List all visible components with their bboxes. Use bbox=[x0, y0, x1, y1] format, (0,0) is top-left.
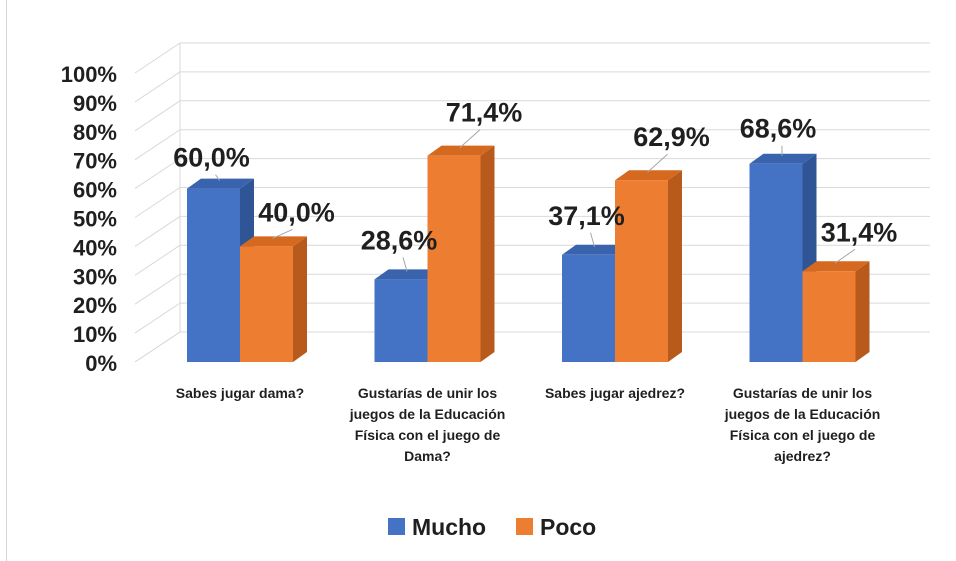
bar-side-poco bbox=[855, 261, 870, 362]
bar-top-poco bbox=[240, 236, 307, 247]
leader-line bbox=[459, 129, 481, 149]
y-tick-label: 10% bbox=[73, 322, 117, 347]
leader-line bbox=[834, 248, 856, 264]
bar-mucho bbox=[374, 279, 428, 362]
y-tick-label: 50% bbox=[73, 207, 117, 232]
bar-poco bbox=[427, 155, 481, 362]
bar-poco bbox=[615, 180, 668, 362]
leader-line bbox=[402, 257, 408, 272]
frame-left-rule bbox=[6, 0, 7, 561]
data-label: 62,9% bbox=[633, 122, 710, 152]
leader-line bbox=[272, 228, 293, 239]
bar-top-poco bbox=[427, 145, 495, 156]
legend-label-poco: Poco bbox=[540, 514, 596, 540]
x-category-label: Sabes jugar ajedrez? bbox=[545, 385, 685, 401]
bars bbox=[187, 145, 870, 362]
bar-poco bbox=[240, 246, 293, 362]
bar-top-mucho bbox=[749, 153, 817, 164]
data-label: 60,0% bbox=[173, 143, 250, 173]
bar-top-poco bbox=[802, 261, 870, 272]
data-label: 68,6% bbox=[740, 114, 817, 144]
x-axis-category-labels: Sabes jugar dama? Gustarías de unir los ju… bbox=[176, 385, 880, 464]
y-tick-label: 80% bbox=[73, 120, 117, 145]
y-tick-label: 0% bbox=[85, 351, 117, 376]
y-tick-label: 20% bbox=[73, 293, 117, 318]
bar-side-poco bbox=[480, 145, 495, 362]
y-tick-label: 90% bbox=[73, 91, 117, 116]
x-category-label: Gustarías de unir los bbox=[733, 385, 872, 401]
y-tick-label: 70% bbox=[73, 149, 117, 174]
data-label-leaders bbox=[215, 129, 856, 272]
leader-line bbox=[590, 232, 595, 247]
bar-side-poco bbox=[668, 170, 682, 362]
gridline bbox=[134, 158, 930, 190]
data-label: 71,4% bbox=[446, 98, 523, 128]
bar-mucho bbox=[562, 254, 615, 362]
data-label: 40,0% bbox=[258, 197, 335, 227]
x-category-label: Física con el juego de bbox=[355, 427, 501, 443]
bar-poco bbox=[802, 271, 856, 362]
leader-line bbox=[215, 174, 220, 181]
x-category-label: ajedrez? bbox=[774, 448, 831, 464]
x-category-label: Gustarías de unir los bbox=[358, 385, 497, 401]
x-category-label: juegos de la Educación bbox=[724, 406, 881, 422]
bar-top-poco bbox=[615, 170, 682, 181]
data-label: 28,6% bbox=[361, 225, 438, 255]
y-tick-label: 60% bbox=[73, 178, 117, 203]
legend-swatch-poco bbox=[516, 518, 533, 535]
x-category-label: Física con el juego de bbox=[730, 427, 876, 443]
y-axis-tick-labels: 0% 10% 20% 30% 40% 50% 60% 70% 80% 90% 100% bbox=[61, 62, 117, 376]
legend: Mucho Poco bbox=[388, 514, 596, 540]
y-tick-label: 100% bbox=[61, 62, 117, 87]
bar-mucho bbox=[749, 163, 803, 362]
x-category-label: Dama? bbox=[404, 448, 451, 464]
gridline bbox=[134, 129, 930, 161]
y-tick-label: 30% bbox=[73, 264, 117, 289]
bar-top-mucho bbox=[187, 178, 254, 189]
x-category-label: juegos de la Educación bbox=[349, 406, 506, 422]
bar-top-mucho bbox=[374, 269, 442, 280]
bar-mucho bbox=[187, 188, 240, 362]
data-labels: 60,0% 40,0% 28,6% 71,4% 37,1% 62,9% 68,6% 31,4% bbox=[173, 98, 897, 256]
x-category-label: Sabes jugar dama? bbox=[176, 385, 304, 401]
data-label: 37,1% bbox=[548, 201, 625, 231]
legend-label-mucho: Mucho bbox=[412, 514, 486, 540]
y-tick-label: 40% bbox=[73, 235, 117, 260]
data-label: 31,4% bbox=[821, 217, 898, 247]
bar-side-poco bbox=[293, 236, 307, 362]
gridline bbox=[134, 42, 930, 74]
gridline bbox=[134, 71, 930, 103]
leader-line bbox=[647, 153, 668, 173]
legend-swatch-mucho bbox=[388, 518, 405, 535]
bar-top-mucho bbox=[562, 244, 629, 255]
gridline bbox=[134, 100, 930, 132]
